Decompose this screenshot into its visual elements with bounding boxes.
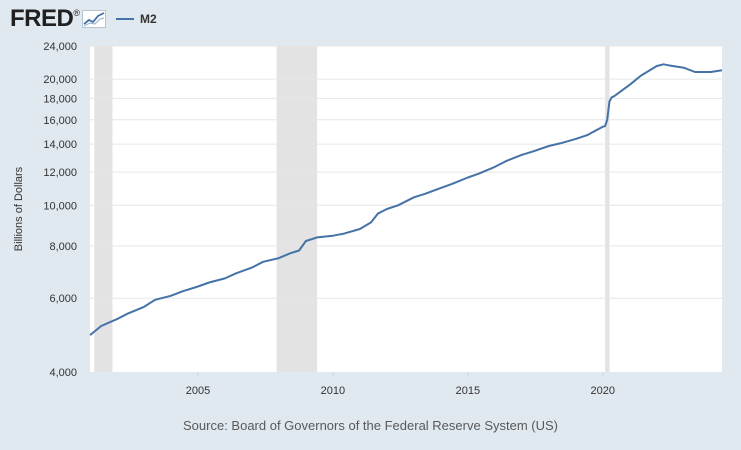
y-tick-label: 4,000 <box>49 367 77 379</box>
y-tick-label: 16,000 <box>43 115 77 127</box>
legend[interactable]: M2 <box>115 12 157 26</box>
source-note: Source: Board of Governors of the Federa… <box>183 418 558 433</box>
y-tick-label: 12,000 <box>43 167 77 179</box>
x-tick-label: 2020 <box>591 385 615 397</box>
x-tick-label: 2015 <box>456 385 480 397</box>
legend-label: M2 <box>139 12 157 26</box>
plot-area <box>90 46 722 372</box>
series-line-m2 <box>89 63 723 336</box>
x-tick-label: 2005 <box>186 385 210 397</box>
y-axis-label: Billions of Dollars <box>13 166 25 251</box>
legend-swatch <box>115 18 134 20</box>
y-tick-label: 6,000 <box>49 293 77 305</box>
recession-band <box>94 46 113 372</box>
x-tick-label: 2010 <box>321 385 345 397</box>
recession-band <box>276 46 318 372</box>
trademark-symbol: ® <box>73 8 80 18</box>
y-tick-label: 24,000 <box>43 41 77 53</box>
y-tick-label: 18,000 <box>43 93 77 105</box>
y-tick-label: 8,000 <box>49 241 77 253</box>
recession-band <box>605 46 610 372</box>
y-tick-label: 20,000 <box>43 74 77 86</box>
chart-header: FRED ® M2 <box>10 6 157 32</box>
fred-chart-icon <box>81 10 106 28</box>
y-tick-label: 14,000 <box>43 139 77 151</box>
y-tick-label: 10,000 <box>43 200 77 212</box>
fred-logo[interactable]: FRED <box>10 5 74 32</box>
